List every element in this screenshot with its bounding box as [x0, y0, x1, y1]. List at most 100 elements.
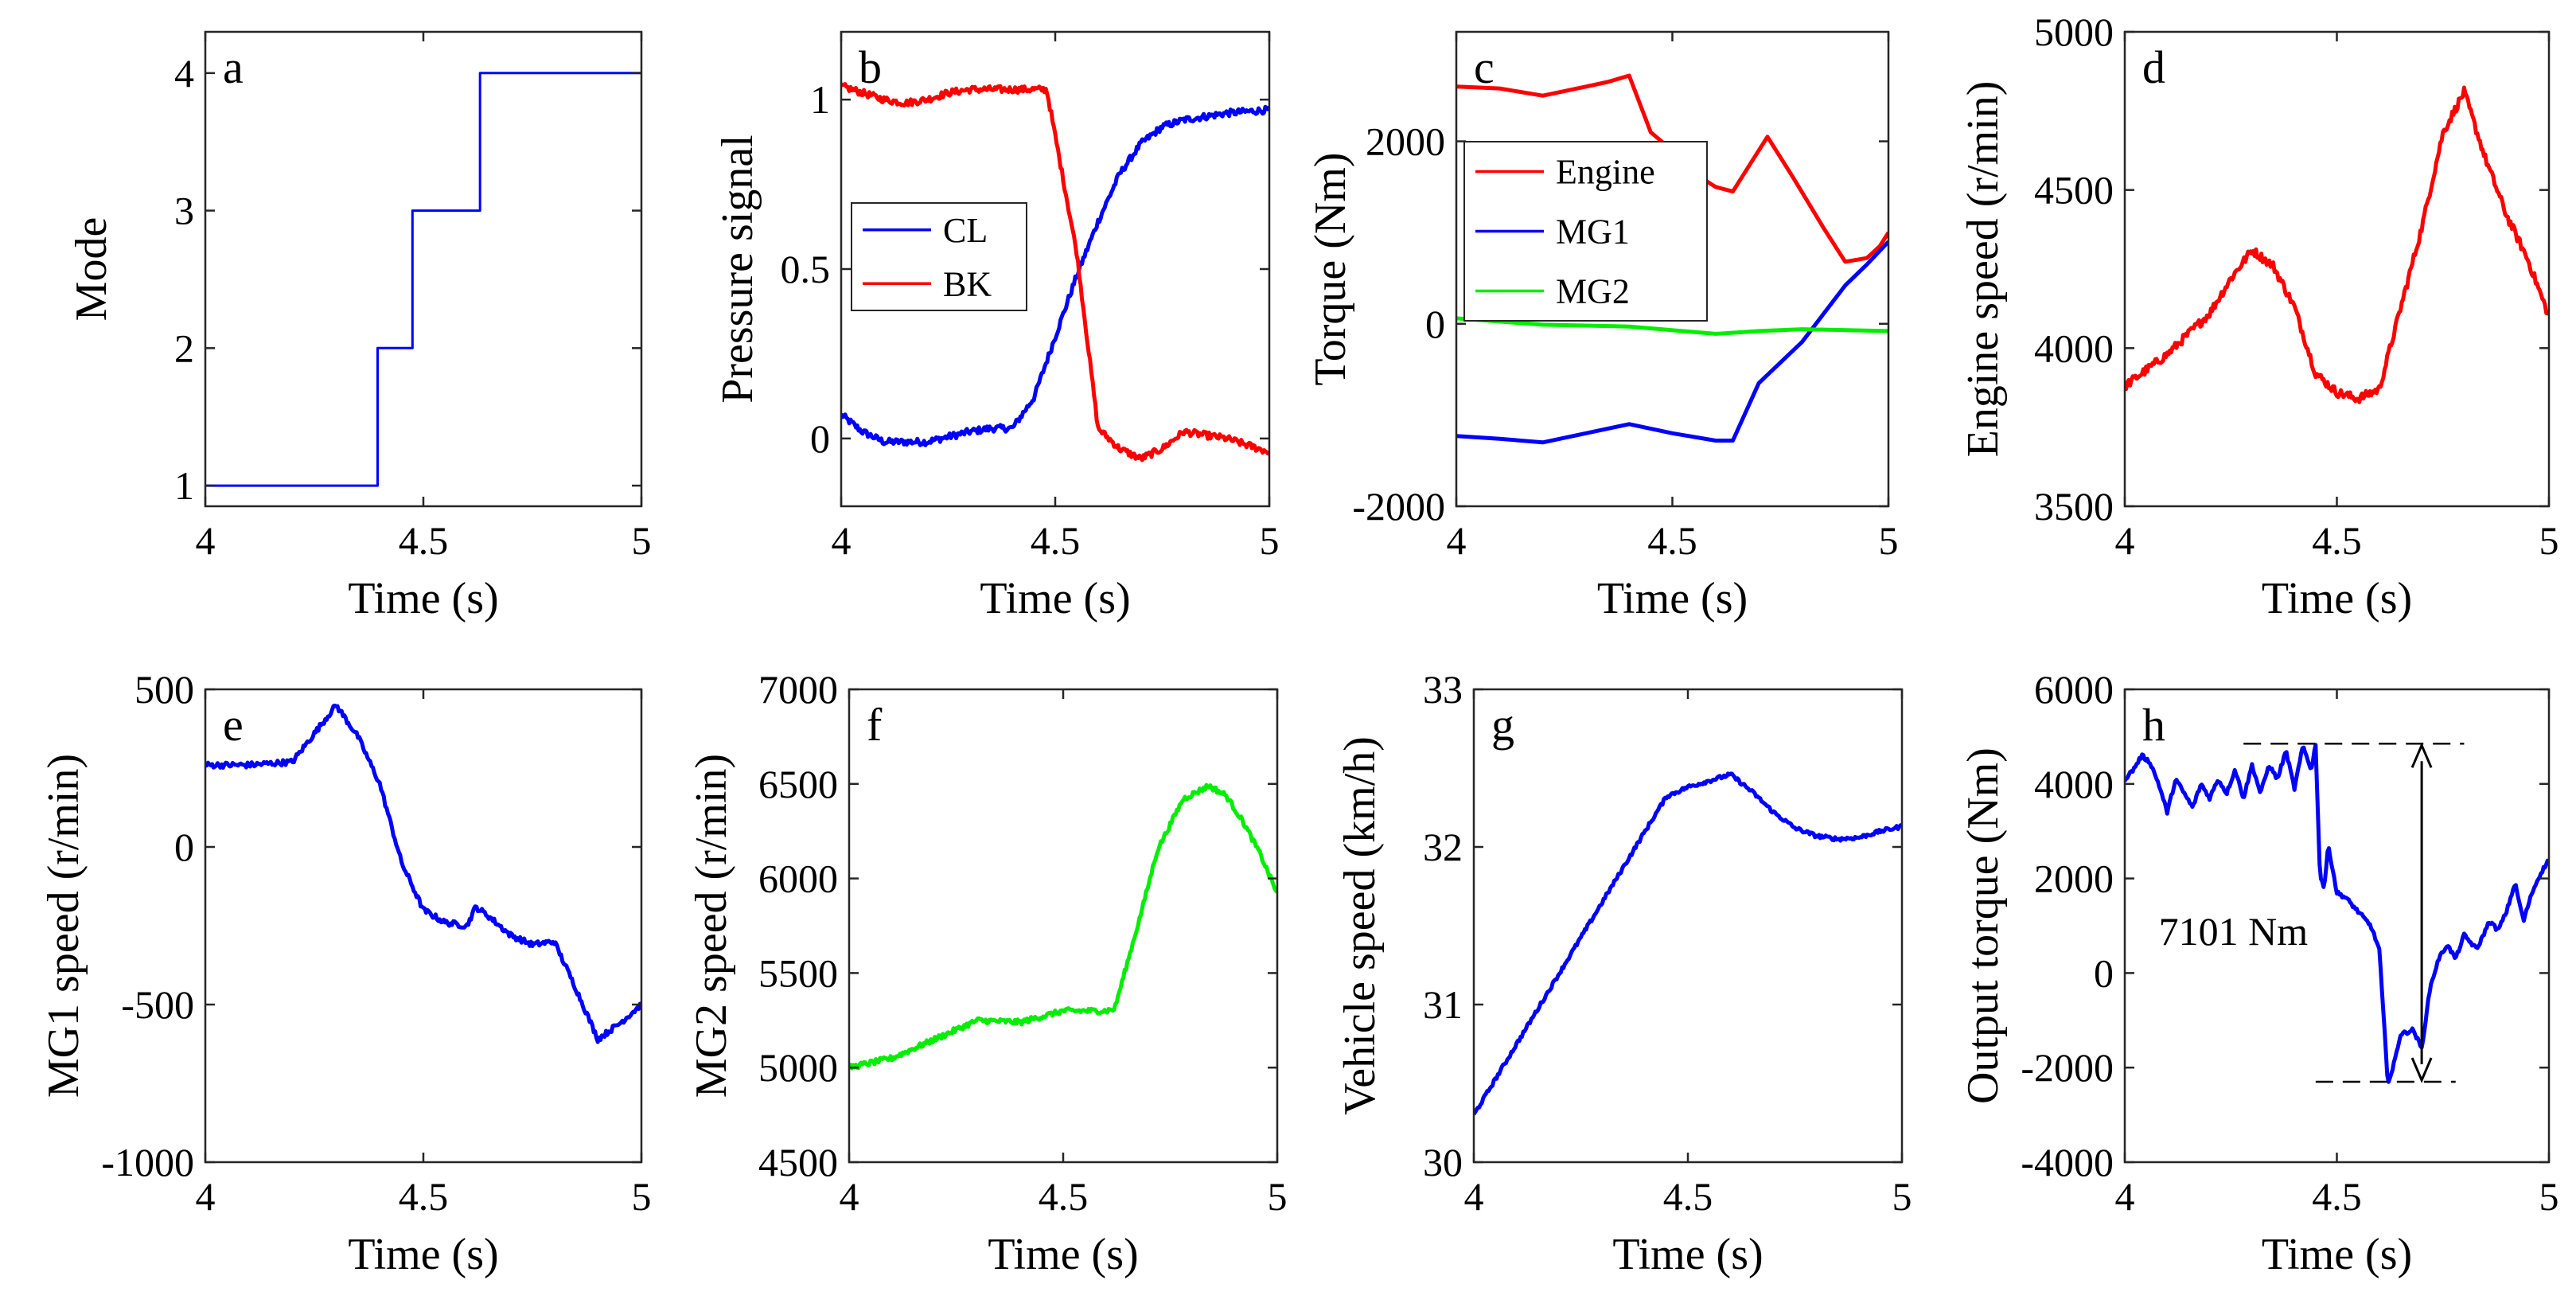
axes-box — [848, 688, 1279, 1164]
x-axis-label: Time (s) — [348, 1230, 498, 1279]
y-tick-label: 4000 — [2034, 762, 2114, 806]
x-tick-label: 5 — [632, 518, 652, 563]
y-tick-label: 0 — [174, 825, 194, 869]
x-axis-label: Time (s) — [2262, 574, 2412, 623]
panel-g: 4 4.5 5 30 31 32 33 Time (s) Vehicle speed (km/h… — [1335, 667, 1912, 1279]
y-tick-label: 4 — [174, 51, 194, 96]
panel-label: g — [1491, 699, 1514, 751]
legend-label-mg1: MG1 — [1556, 213, 1630, 252]
y-tick-label: 6000 — [758, 857, 838, 901]
y-tick-label: 3500 — [2034, 484, 2114, 529]
x-axis-label: Time (s) — [1612, 1230, 1763, 1279]
x-tick-label: 5 — [1268, 1174, 1288, 1219]
series-line-engine — [1456, 73, 1888, 264]
annotation-text: 7101 Nm — [2159, 909, 2309, 954]
panel-label: c — [1474, 41, 1495, 93]
x-tick-label: 4.5 — [399, 518, 449, 563]
series-line-mg2 — [1456, 316, 1888, 336]
x-tick-label: 4.5 — [2312, 1174, 2362, 1219]
x-axis-label: Time (s) — [2262, 1230, 2412, 1279]
y-axis-label: Vehicle speed (km/h) — [1335, 736, 1385, 1115]
y-tick-label: 32 — [1423, 825, 1463, 869]
panel-label: e — [223, 699, 244, 751]
y-tick-label: 5000 — [2034, 10, 2114, 54]
panel-label: a — [223, 41, 244, 93]
y-tick-label: 2 — [174, 326, 194, 370]
x-tick-label: 5 — [1892, 1174, 1912, 1219]
y-tick-label: 1 — [810, 77, 830, 122]
y-tick-label: 0 — [2094, 950, 2114, 995]
x-tick-label: 4.5 — [2312, 518, 2362, 563]
x-tick-label: 4 — [1447, 518, 1467, 563]
y-tick-label: -2000 — [2021, 1045, 2114, 1090]
series-line-mode — [205, 72, 641, 487]
legend-label-mg2: MG2 — [1556, 272, 1630, 311]
series-line-mg2-speed — [849, 782, 1277, 1071]
x-tick-label: 4 — [196, 518, 216, 563]
y-tick-label: 1 — [174, 463, 194, 508]
axes-box — [2123, 30, 2551, 508]
y-tick-label: 3 — [174, 189, 194, 233]
y-tick-label: 500 — [134, 667, 194, 712]
x-axis-label: Time (s) — [988, 1230, 1138, 1279]
series-line-mg1-speed — [205, 703, 641, 1044]
x-tick-label: 4 — [840, 1174, 859, 1219]
y-tick-label: 4500 — [2034, 168, 2114, 213]
legend-label-cl: CL — [943, 211, 988, 250]
x-tick-label: 4.5 — [1039, 1174, 1089, 1219]
x-tick-label: 4 — [196, 1174, 216, 1219]
x-tick-label: 5 — [632, 1174, 652, 1219]
series-line-output-torque — [2125, 743, 2549, 1084]
x-tick-label: 4 — [832, 518, 852, 563]
y-tick-label: 7000 — [758, 667, 838, 712]
panel-f: 4 4.5 5 4500 5000 5500 6000 6500 7000 Time (s) MG2… — [687, 667, 1288, 1279]
y-tick-label: -1000 — [101, 1140, 194, 1184]
y-tick-label: 0.5 — [781, 247, 831, 291]
x-axis-label: Time (s) — [1597, 574, 1748, 623]
y-tick-label: 5000 — [758, 1045, 838, 1090]
y-tick-label: 6500 — [758, 762, 838, 806]
y-tick-label: 30 — [1423, 1140, 1463, 1184]
y-tick-label: 4000 — [2034, 326, 2114, 370]
x-tick-label: 4.5 — [1031, 518, 1081, 563]
y-tick-label: -2000 — [1352, 484, 1445, 529]
annotation-arrow-head-up — [2410, 742, 2433, 768]
legend: CL BK — [851, 202, 1027, 311]
y-tick-label: 2000 — [1366, 119, 1445, 164]
y-axis-label: Torque (Nm) — [1306, 152, 1355, 385]
series-line-engine-speed — [2125, 85, 2549, 404]
panel-label: f — [867, 699, 883, 751]
panel-b: 4 4.5 5 0 0.5 1 Time (s) Pressure signal b CL BK — [713, 30, 1280, 623]
series-line-mg1 — [1456, 240, 1888, 445]
x-tick-label: 4.5 — [399, 1174, 449, 1219]
panel-label: d — [2142, 41, 2165, 93]
annotation: 7101 Nm — [2159, 742, 2465, 1083]
legend-box — [851, 202, 1027, 311]
y-tick-label: 6000 — [2034, 667, 2114, 712]
x-tick-label: 4.5 — [1647, 518, 1697, 563]
panel-a: 4 4.5 5 1 2 3 4 Time (s) Mode a — [67, 30, 652, 623]
panel-c: 4 4.5 5 -2000 0 2000 Time (s) Torque (Nm) c Engin… — [1306, 30, 1899, 623]
y-axis-label: Mode — [67, 217, 116, 322]
panel-label: b — [859, 41, 882, 93]
y-axis-label: Engine speed (r/min) — [1958, 81, 2008, 458]
annotation-arrow-head-down — [2410, 1057, 2433, 1083]
y-tick-label: 4500 — [758, 1140, 838, 1184]
legend-label-bk: BK — [943, 264, 992, 303]
x-tick-label: 5 — [1879, 518, 1899, 563]
y-tick-label: 2000 — [2034, 857, 2114, 901]
y-tick-label: 5500 — [758, 950, 838, 995]
panel-e: 4 4.5 5 -1000 -500 0 500 Time (s) MG1 speed (r/m… — [39, 667, 652, 1279]
x-tick-label: 5 — [2539, 518, 2559, 563]
legend: Engine MG1 MG2 — [1463, 141, 1708, 322]
x-tick-label: 4 — [2115, 518, 2135, 563]
x-axis-label: Time (s) — [980, 574, 1130, 623]
x-tick-label: 4.5 — [1663, 1174, 1713, 1219]
x-tick-label: 4 — [1464, 1174, 1484, 1219]
x-tick-label: 5 — [2539, 1174, 2559, 1219]
legend-label-engine: Engine — [1556, 153, 1655, 192]
y-axis-label: Output torque (Nm) — [1958, 747, 2008, 1104]
series-line-cl — [841, 104, 1269, 447]
y-axis-label: MG2 speed (r/min) — [687, 754, 736, 1098]
